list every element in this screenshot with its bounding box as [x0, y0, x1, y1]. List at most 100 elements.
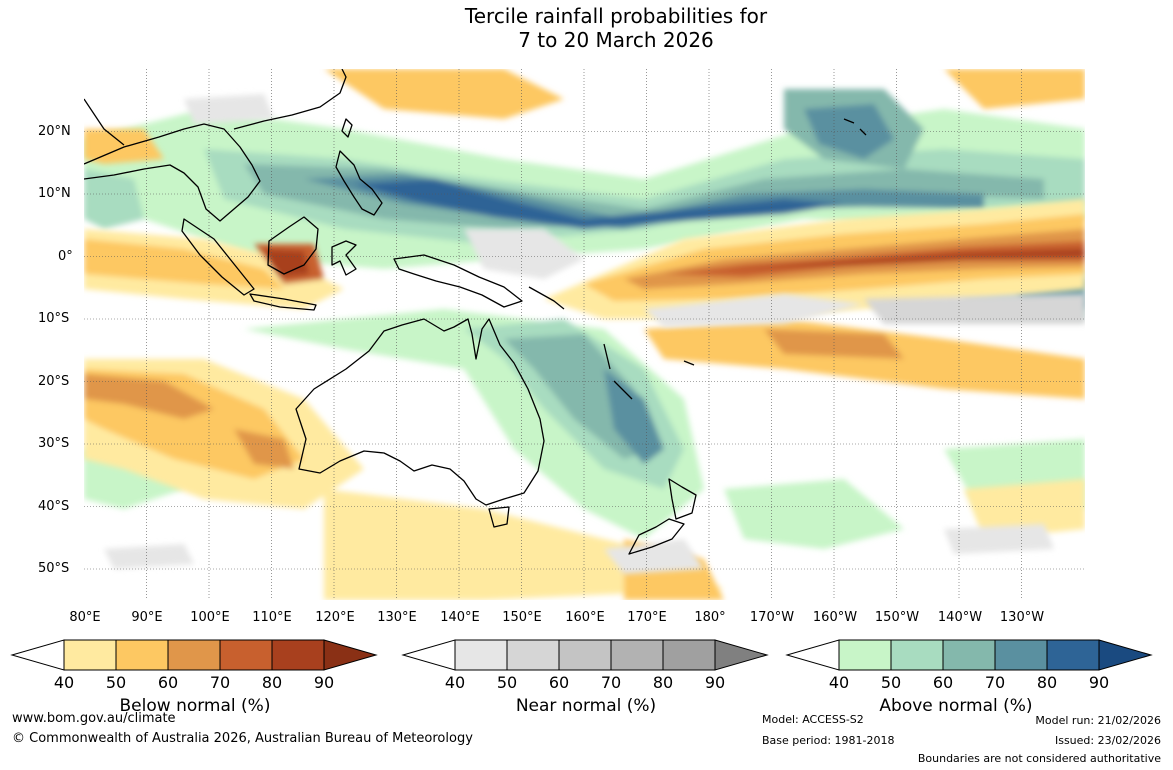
new-zealand-north-island: [668, 478, 697, 520]
lon-label-90e: 90°E: [131, 610, 163, 625]
lon-label-170w: 170°W: [749, 610, 795, 625]
new-zealand-south-island: [628, 518, 685, 555]
lon-label-150w: 150°W: [874, 610, 920, 625]
colorbar-above-normal: 40 50 60 70 80 90 Above normal (%): [785, 639, 1155, 739]
lon-label-170e: 170°E: [627, 610, 667, 625]
new-caledonia-coastline: [613, 380, 633, 400]
vanuatu-coastline: [603, 343, 611, 370]
model-text: Model: ACCESS-S2: [762, 713, 864, 726]
philippines-coastline: [335, 150, 383, 216]
lon-label-110e: 110°E: [252, 610, 292, 625]
above-normal-swatch-60-70: [942, 639, 996, 671]
below-normal-under-triangle: [10, 639, 65, 671]
lon-label-150e: 150°E: [502, 610, 542, 625]
below-normal-tick: 70: [209, 673, 231, 692]
near-normal-swatch-80-90: [662, 639, 716, 671]
below-normal-over-triangle: [323, 639, 378, 671]
lat-label-10s: 10°S: [38, 311, 70, 326]
colorbar-near-normal-swatches: [401, 639, 769, 671]
below-normal-swatch-80-90: [271, 639, 325, 671]
chart-title: Tercile rainfall probabilities for 7 to …: [0, 4, 1173, 52]
hawaii-islands-coastline: [843, 118, 867, 136]
sumatra-coastline: [181, 218, 255, 296]
colorbar-below-normal-swatches: [10, 639, 378, 671]
lon-label-120e: 120°E: [315, 610, 355, 625]
lon-label-130e: 130°E: [377, 610, 417, 625]
below-normal-swatch-70-80: [219, 639, 273, 671]
near-normal-swatch-70-80: [610, 639, 664, 671]
above-normal-label: Above normal (%): [879, 696, 1033, 716]
issued-text: Issued: 23/02/2026: [1054, 734, 1161, 747]
copyright-text: © Commonwealth of Australia 2026, Austra…: [12, 731, 473, 746]
rainfall-probability-map: [84, 69, 1085, 600]
near-normal-over-triangle: [714, 639, 769, 671]
near-normal-tick: 50: [496, 673, 518, 692]
lat-label-0: 0°: [58, 249, 73, 264]
map-svg: [84, 69, 1085, 600]
website-link[interactable]: www.bom.gov.au/climate: [12, 711, 176, 726]
above-normal-swatch-80-90: [1046, 639, 1100, 671]
south-china-coastline: [233, 69, 347, 130]
near-normal-label: Near normal (%): [515, 696, 657, 716]
lon-label-140e: 140°E: [440, 610, 480, 625]
near-normal-tick: 40: [444, 673, 466, 692]
colorbar-near-normal: 40 50 60 70 80 90 Near normal (%): [401, 639, 771, 739]
graticule: [84, 69, 1085, 600]
below-normal-tick: 90: [313, 673, 335, 692]
base-period-text: Base period: 1981-2018: [762, 734, 895, 747]
above-normal-tick: 80: [1036, 673, 1058, 692]
above-normal-swatch-50-60: [890, 639, 944, 671]
lat-label-20n: 20°N: [38, 124, 71, 139]
tasmania-coastline: [488, 506, 510, 528]
above-normal-tick: 90: [1088, 673, 1110, 692]
above-normal-swatch-70-80: [994, 639, 1048, 671]
lat-label-50s: 50°S: [38, 561, 70, 576]
lon-label-140w: 140°W: [937, 610, 983, 625]
boundaries-disclaimer: Boundaries are not considered authoritat…: [917, 752, 1161, 765]
below-normal-swatch-60-70: [167, 639, 221, 671]
above-normal-tick: 40: [828, 673, 850, 692]
near-normal-tick: 80: [652, 673, 674, 692]
lon-label-180: 180°: [694, 610, 726, 625]
lon-label-160w: 160°W: [812, 610, 858, 625]
below-normal-swatch-40-50: [63, 639, 117, 671]
near-normal-tick: 70: [600, 673, 622, 692]
lon-label-100e: 100°E: [190, 610, 230, 625]
near-normal-swatch-50-60: [506, 639, 560, 671]
mainland-southeast-asia-coastline: [84, 123, 261, 222]
colorbar-above-normal-swatches: [785, 639, 1153, 671]
near-normal-tick: 60: [548, 673, 570, 692]
above-normal-swatch-40-50: [838, 639, 892, 671]
solomon-islands-coastline: [528, 286, 565, 310]
above-normal-tick: 50: [880, 673, 902, 692]
above-normal-tick: 70: [984, 673, 1006, 692]
lat-label-30s: 30°S: [38, 436, 70, 451]
below-normal-tick: 60: [157, 673, 179, 692]
java-coastline: [249, 293, 317, 311]
below-normal-tick: 80: [261, 673, 283, 692]
australia-coastline: [295, 318, 545, 506]
lon-label-130w: 130°W: [999, 610, 1045, 625]
sulawesi-coastline: [331, 240, 357, 276]
new-guinea-coastline: [393, 254, 523, 308]
below-normal-tick: 50: [105, 673, 127, 692]
lon-label-160e: 160°E: [565, 610, 605, 625]
colorbar-below-normal: 40 50 60 70 80 90 Below normal (%): [10, 639, 380, 739]
above-normal-over-triangle: [1098, 639, 1153, 671]
india-coastline: [84, 98, 125, 146]
coastlines: [84, 69, 867, 555]
near-normal-regions: [104, 94, 1085, 574]
fiji-coastline: [683, 360, 695, 366]
below-normal-swatch-50-60: [115, 639, 169, 671]
near-normal-tick: 90: [704, 673, 726, 692]
below-normal-label: Below normal (%): [119, 696, 271, 716]
model-run-text: Model run: 21/02/2026: [1035, 714, 1161, 727]
lat-label-10n: 10°N: [38, 186, 71, 201]
title-line-2: 7 to 20 March 2026: [518, 28, 714, 52]
lon-label-80e: 80°E: [69, 610, 101, 625]
above-normal-under-triangle: [785, 639, 840, 671]
title-line-1: Tercile rainfall probabilities for: [464, 4, 768, 28]
below-normal-tick: 40: [53, 673, 75, 692]
above-normal-tick: 60: [932, 673, 954, 692]
near-normal-swatch-60-70: [558, 639, 612, 671]
